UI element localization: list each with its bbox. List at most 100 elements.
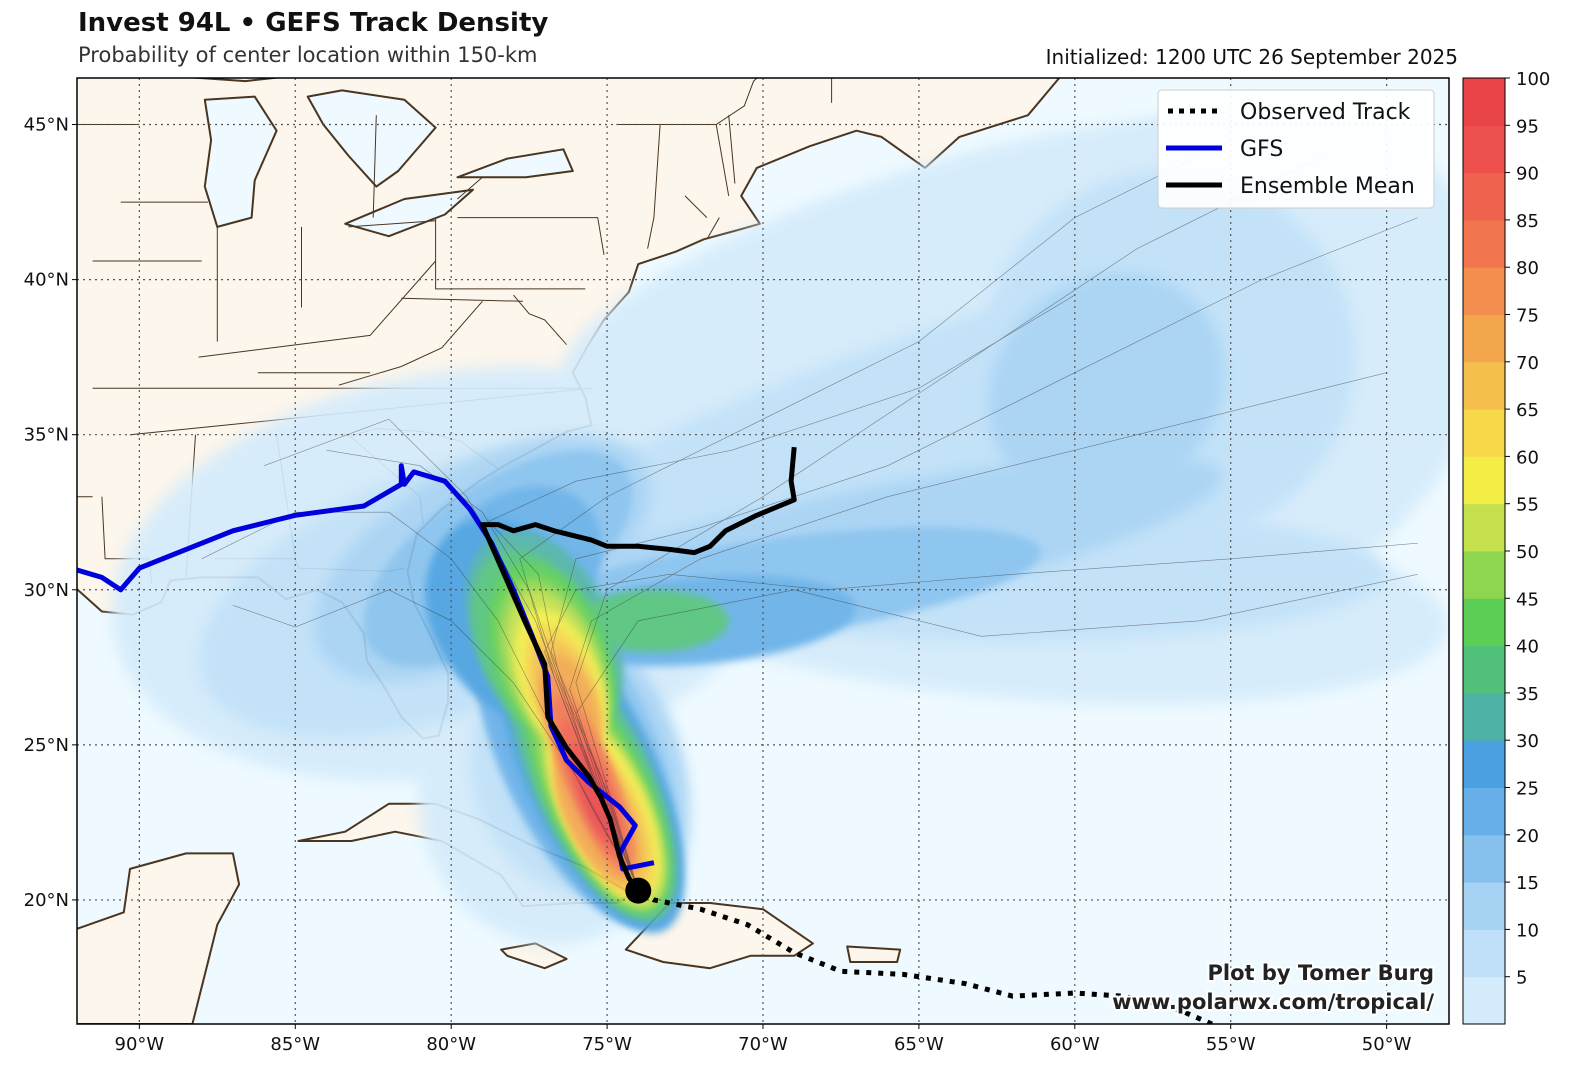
- state-border: [513, 294, 567, 346]
- colorbar-tick-label: 90: [1516, 164, 1539, 185]
- state-border: [372, 115, 377, 218]
- legend-mean-label: Ensemble Mean: [1240, 174, 1415, 199]
- longitude-tick-label: 80°W: [426, 1034, 476, 1055]
- colorbar-tick-label: 55: [1516, 495, 1539, 516]
- colorbar-swatch: [1463, 361, 1505, 410]
- colorbar-swatch: [1463, 125, 1505, 174]
- member-track: [569, 372, 1387, 891]
- longitude-tick-label: 55°W: [1206, 1034, 1256, 1055]
- state-border: [706, 217, 720, 240]
- colorbar-tick-label: 30: [1516, 731, 1539, 752]
- colorbar-tick-label: 20: [1516, 826, 1539, 847]
- track-layer: [77, 446, 1213, 1024]
- longitude-tick-label: 85°W: [270, 1034, 320, 1055]
- colorbar-tick-label: 100: [1516, 69, 1550, 90]
- state-border: [457, 217, 605, 255]
- member-track: [519, 155, 1200, 891]
- colorbar-tick-label: 65: [1516, 400, 1539, 421]
- colorbar-tick-label: 50: [1516, 542, 1539, 563]
- state-border: [715, 124, 730, 196]
- jamaica: [500, 942, 568, 970]
- colorbar-swatch: [1463, 172, 1505, 221]
- longitude-tick-label: 65°W: [894, 1034, 944, 1055]
- credit-line-2: www.polarwx.com/tropical/: [1112, 990, 1434, 1014]
- legend: Observed Track GFS Ensemble Mean: [1157, 89, 1435, 209]
- colorbar-swatch: [1463, 78, 1505, 126]
- colorbar-swatch: [1463, 976, 1505, 1025]
- longitude-tick-label: 90°W: [115, 1034, 165, 1055]
- member-track: [232, 589, 639, 891]
- chart-title: Invest 94L • GEFS Track Density: [78, 8, 549, 38]
- colorbar-tick-label: 35: [1516, 684, 1539, 705]
- state-border: [338, 300, 483, 386]
- state-border: [616, 78, 758, 125]
- longitude-tick-label: 75°W: [582, 1034, 632, 1055]
- colorbar-swatch: [1463, 503, 1505, 552]
- latitude-tick-label: 40°N: [24, 270, 69, 291]
- colorbar-swatch: [1463, 692, 1505, 741]
- init-time: Initialized: 1200 UTC 26 September 2025: [1045, 45, 1458, 69]
- latitude-tick-label: 20°N: [24, 890, 69, 911]
- colorbar-swatch: [1463, 219, 1505, 268]
- longitude-tick-label: 70°W: [738, 1034, 788, 1055]
- credit-line-1: Plot by Tomer Burg: [1208, 961, 1435, 985]
- latitude-tick-label: 35°N: [24, 425, 69, 446]
- colorbar-swatch: [1463, 456, 1505, 505]
- state-border: [435, 217, 586, 290]
- state-border: [647, 124, 661, 249]
- current-position-marker: [625, 877, 652, 904]
- colorbar-tick-label: 95: [1516, 116, 1539, 137]
- colorbar-tick-label: 75: [1516, 306, 1539, 327]
- colorbar-swatch: [1463, 551, 1505, 599]
- colorbar-swatch: [1463, 598, 1505, 647]
- newfoundland: [1094, 0, 1300, 72]
- grid-lines: [77, 78, 1449, 1024]
- state-border: [348, 220, 436, 228]
- colorbar-tick-label: 85: [1516, 211, 1539, 232]
- colorbar-tick-label: 45: [1516, 589, 1539, 610]
- colorbar-tick-label: 60: [1516, 447, 1539, 468]
- gfs-track: [77, 463, 655, 872]
- member-track: [544, 542, 1418, 891]
- colorbar-tick-label: 80: [1516, 258, 1539, 279]
- density-contour: [987, 272, 1225, 504]
- colorbar-swatch: [1463, 314, 1505, 363]
- colorbar-swatch: [1463, 787, 1505, 836]
- latitude-tick-label: 30°N: [24, 580, 69, 601]
- latitude-tick-label: 45°N: [24, 115, 69, 136]
- longitude-ticks: 90°W 85°W 80°W 75°W 70°W 65°W 60°W 55°W 50°W: [115, 1024, 1412, 1055]
- state-border: [401, 297, 523, 302]
- state-border: [198, 260, 436, 358]
- colorbar-tick-label: 40: [1516, 637, 1539, 658]
- colorbar-swatch: [1463, 645, 1505, 694]
- lake-superior: [185, 78, 283, 83]
- latitude-ticks: 20°N 25°N 30°N 35°N 40°N 45°N: [24, 115, 77, 911]
- credit: Plot by Tomer Burg www.polarwx.com/tropi…: [1110, 959, 1436, 1016]
- puerto-rico: [846, 945, 902, 963]
- latitude-tick-label: 25°N: [24, 735, 69, 756]
- map-panel: [77, 0, 1449, 1024]
- state-border: [728, 115, 736, 184]
- colorbar: 5 10 15 20 25 30 35 40 45 50 55 60 65 70 75 80 85 90 95 100: [1462, 69, 1550, 1025]
- longitude-tick-label: 60°W: [1050, 1034, 1100, 1055]
- lake-ontario: [456, 148, 574, 179]
- colorbar-swatch: [1463, 882, 1505, 930]
- density-contour: [579, 589, 729, 652]
- yucatan: [77, 852, 241, 1024]
- colorbar-swatch: [1463, 929, 1505, 978]
- legend-gfs-label: GFS: [1240, 137, 1283, 162]
- colorbar-tick-label: 25: [1516, 779, 1539, 800]
- colorbar-tick-label: 5: [1516, 968, 1527, 989]
- colorbar-swatch: [1463, 834, 1505, 883]
- chart-subtitle: Probability of center location within 15…: [78, 43, 538, 67]
- colorbar-tick-label: 10: [1516, 920, 1539, 941]
- lake-michigan: [203, 95, 278, 228]
- state-border: [457, 176, 483, 200]
- colorbar-swatch: [1463, 267, 1505, 315]
- ensemble-mean-track: [479, 446, 797, 893]
- colorbar-tick-label: 15: [1516, 873, 1539, 894]
- member-track: [550, 217, 1418, 891]
- longitude-tick-label: 50°W: [1362, 1034, 1412, 1055]
- state-border: [684, 195, 708, 218]
